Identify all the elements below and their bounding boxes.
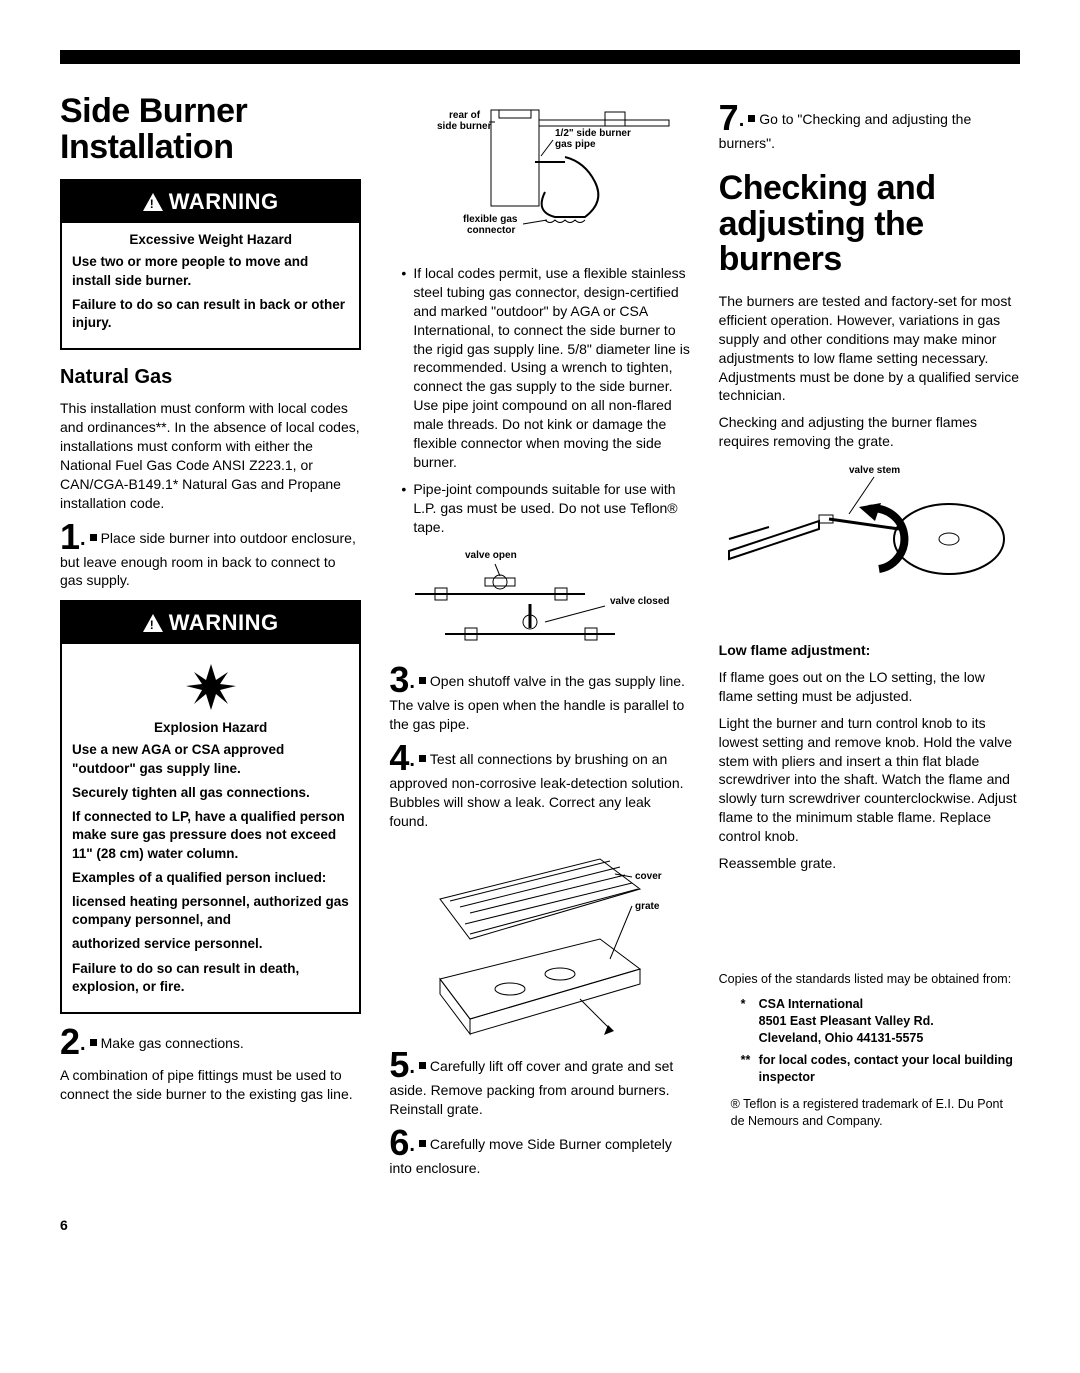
warn-line: Use a new AGA or CSA approved "outdoor" … xyxy=(72,741,349,777)
figure-valve-stem: valve stem xyxy=(719,459,1020,629)
step-number: 5 xyxy=(389,1044,409,1085)
address-local: ** for local codes, contact your local b… xyxy=(719,1052,1020,1086)
step-1: 1.Place side burner into outdoor enclosu… xyxy=(60,523,361,591)
step-7: 7.Go to "Checking and adjusting the burn… xyxy=(719,104,1020,153)
svg-text:flexible gas: flexible gas xyxy=(463,214,518,225)
warn-line: authorized service personnel. xyxy=(72,935,349,953)
double-asterisk-icon: ** xyxy=(741,1052,751,1069)
warning-header: WARNING xyxy=(62,602,359,644)
address-text: CSA International 8501 East Pleasant Val… xyxy=(759,997,934,1045)
svg-text:rear of: rear of xyxy=(449,110,481,121)
svg-text:side burner: side burner xyxy=(437,121,492,132)
title-checking: Checking and adjusting the burners xyxy=(719,171,1020,278)
step-4: 4.Test all connections by brushing on an… xyxy=(389,744,690,831)
address-csa: * CSA International 8501 East Pleasant V… xyxy=(719,996,1020,1047)
step-2: 2.Make gas connections. xyxy=(60,1028,361,1058)
step-text: Carefully move Side Burner completely in… xyxy=(389,1136,672,1176)
warning-triangle-icon xyxy=(143,614,163,632)
step-text: Go to "Checking and adjusting the burner… xyxy=(719,111,972,151)
paragraph: Checking and adjusting the burner flames… xyxy=(719,413,1020,451)
warning-body: Excessive Weight Hazard Use two or more … xyxy=(62,223,359,348)
content-columns: Side Burner Installation WARNING Excessi… xyxy=(60,94,1020,1186)
warn-line: Failure to do so can result in back or o… xyxy=(72,296,349,332)
heading-natural-gas: Natural Gas xyxy=(60,364,361,391)
step-text: Test all connections by brushing on an a… xyxy=(389,751,683,829)
list-item: Pipe-joint compounds suitable for use wi… xyxy=(401,480,690,537)
asterisk-icon: * xyxy=(741,996,746,1013)
step-number: 3 xyxy=(389,659,409,700)
bullet-icon xyxy=(748,115,755,122)
spacer xyxy=(719,881,1020,971)
paragraph: Light the burner and turn control knob t… xyxy=(719,714,1020,846)
step-5: 5.Carefully lift off cover and grate and… xyxy=(389,1051,690,1119)
warning-body: Explosion Hazard Use a new AGA or CSA ap… xyxy=(62,644,359,1012)
title-side-burner: Side Burner Installation xyxy=(60,94,361,165)
step-text: Carefully lift off cover and grate and s… xyxy=(389,1058,673,1117)
warning-header: WARNING xyxy=(62,181,359,223)
paragraph: Reassemble grate. xyxy=(719,854,1020,873)
low-flame-heading: Low flame adjustment: xyxy=(719,641,1020,660)
warn-line: licensed heating personnel, authorized g… xyxy=(72,893,349,929)
bullet-icon xyxy=(419,755,426,762)
paragraph: The burners are tested and factory-set f… xyxy=(719,292,1020,405)
list-item: If local codes permit, use a flexible st… xyxy=(401,264,690,472)
hazard-title: Excessive Weight Hazard xyxy=(72,231,349,249)
step-text: Make gas connections. xyxy=(101,1035,244,1051)
step-6: 6.Carefully move Side Burner completely … xyxy=(389,1129,690,1178)
bullet-icon xyxy=(419,677,426,684)
paragraph: If flame goes out on the LO setting, the… xyxy=(719,668,1020,706)
step-number: 2 xyxy=(60,1021,80,1062)
page-number: 6 xyxy=(60,1216,1020,1235)
explosion-icon xyxy=(72,652,349,719)
address-text: for local codes, contact your local buil… xyxy=(759,1053,1013,1084)
column-3: 7.Go to "Checking and adjusting the burn… xyxy=(719,94,1020,1186)
warn-line: If connected to LP, have a qualified per… xyxy=(72,808,349,863)
svg-text:1/2" side burner: 1/2" side burner xyxy=(555,128,631,139)
paragraph: A combination of pipe fittings must be u… xyxy=(60,1066,361,1104)
step-number: 7 xyxy=(719,97,739,138)
bullet-icon xyxy=(419,1140,426,1147)
step-text: Place side burner into outdoor enclosure… xyxy=(60,530,356,589)
figure-pipe: rear of side burner 1/2" side burner gas… xyxy=(389,102,690,252)
column-2: rear of side burner 1/2" side burner gas… xyxy=(389,94,690,1186)
step-number: 1 xyxy=(60,516,80,557)
bullet-icon xyxy=(90,534,97,541)
bullet-list: If local codes permit, use a flexible st… xyxy=(389,264,690,536)
warn-line: Use two or more people to move and insta… xyxy=(72,253,349,289)
warning-weight: WARNING Excessive Weight Hazard Use two … xyxy=(60,179,361,350)
paragraph: This installation must conform with loca… xyxy=(60,399,361,512)
warn-line: Securely tighten all gas connections. xyxy=(72,784,349,802)
bullet-icon xyxy=(419,1062,426,1069)
svg-text:valve closed: valve closed xyxy=(610,596,669,607)
svg-text:connector: connector xyxy=(467,225,515,236)
warning-explosion: WARNING Explosion Hazard Use a new AGA o… xyxy=(60,600,361,1014)
warning-text: WARNING xyxy=(169,187,279,217)
step-3: 3.Open shutoff valve in the gas supply l… xyxy=(389,666,690,734)
bullet-icon xyxy=(90,1039,97,1046)
warn-line: Failure to do so can result in death, ex… xyxy=(72,960,349,996)
hazard-title: Explosion Hazard xyxy=(72,719,349,737)
column-1: Side Burner Installation WARNING Excessi… xyxy=(60,94,361,1186)
trademark-note: ® Teflon is a registered trademark of E.… xyxy=(719,1096,1020,1130)
warning-text: WARNING xyxy=(169,608,279,638)
top-rule xyxy=(60,50,1020,64)
svg-text:valve stem: valve stem xyxy=(849,465,900,476)
step-number: 6 xyxy=(389,1122,409,1163)
figure-valve: valve open valve closed xyxy=(389,544,690,654)
svg-text:valve open: valve open xyxy=(465,550,517,561)
warning-triangle-icon xyxy=(143,193,163,211)
figure-cover: cover grate xyxy=(389,839,690,1039)
svg-text:grate: grate xyxy=(635,901,660,912)
svg-text:cover: cover xyxy=(635,871,662,882)
step-text: Open shutoff valve in the gas supply lin… xyxy=(389,673,685,732)
step-number: 4 xyxy=(389,737,409,778)
copies-intro: Copies of the standards listed may be ob… xyxy=(719,971,1020,988)
svg-text:gas pipe: gas pipe xyxy=(555,139,596,150)
warn-line: Examples of a qualified person inclued: xyxy=(72,869,349,887)
